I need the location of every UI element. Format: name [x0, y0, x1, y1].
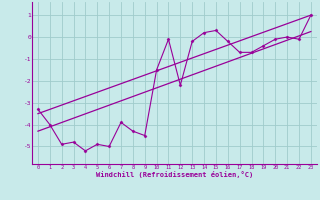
X-axis label: Windchill (Refroidissement éolien,°C): Windchill (Refroidissement éolien,°C)	[96, 171, 253, 178]
